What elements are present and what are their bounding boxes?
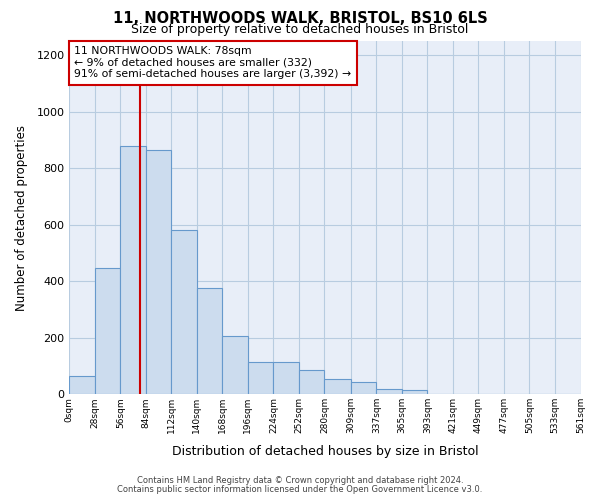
Bar [172,230,197,394]
Bar [376,389,402,394]
Bar [274,362,299,394]
Bar [70,376,95,394]
X-axis label: Distribution of detached houses by size in Bristol: Distribution of detached houses by size … [172,444,478,458]
Bar [146,150,172,394]
Bar [248,362,274,394]
Bar [402,390,427,394]
Bar [95,268,121,394]
Text: Size of property relative to detached houses in Bristol: Size of property relative to detached ho… [131,22,469,36]
Bar [121,146,146,394]
Text: 11, NORTHWOODS WALK, BRISTOL, BS10 6LS: 11, NORTHWOODS WALK, BRISTOL, BS10 6LS [113,11,487,26]
Bar [299,370,325,394]
Bar [223,336,248,394]
Bar [325,378,351,394]
Text: 11 NORTHWOODS WALK: 78sqm
← 9% of detached houses are smaller (332)
91% of semi-: 11 NORTHWOODS WALK: 78sqm ← 9% of detach… [74,46,352,80]
Bar [197,288,223,394]
Text: Contains public sector information licensed under the Open Government Licence v3: Contains public sector information licen… [118,485,482,494]
Text: Contains HM Land Registry data © Crown copyright and database right 2024.: Contains HM Land Registry data © Crown c… [137,476,463,485]
Bar [351,382,376,394]
Y-axis label: Number of detached properties: Number of detached properties [15,124,28,310]
